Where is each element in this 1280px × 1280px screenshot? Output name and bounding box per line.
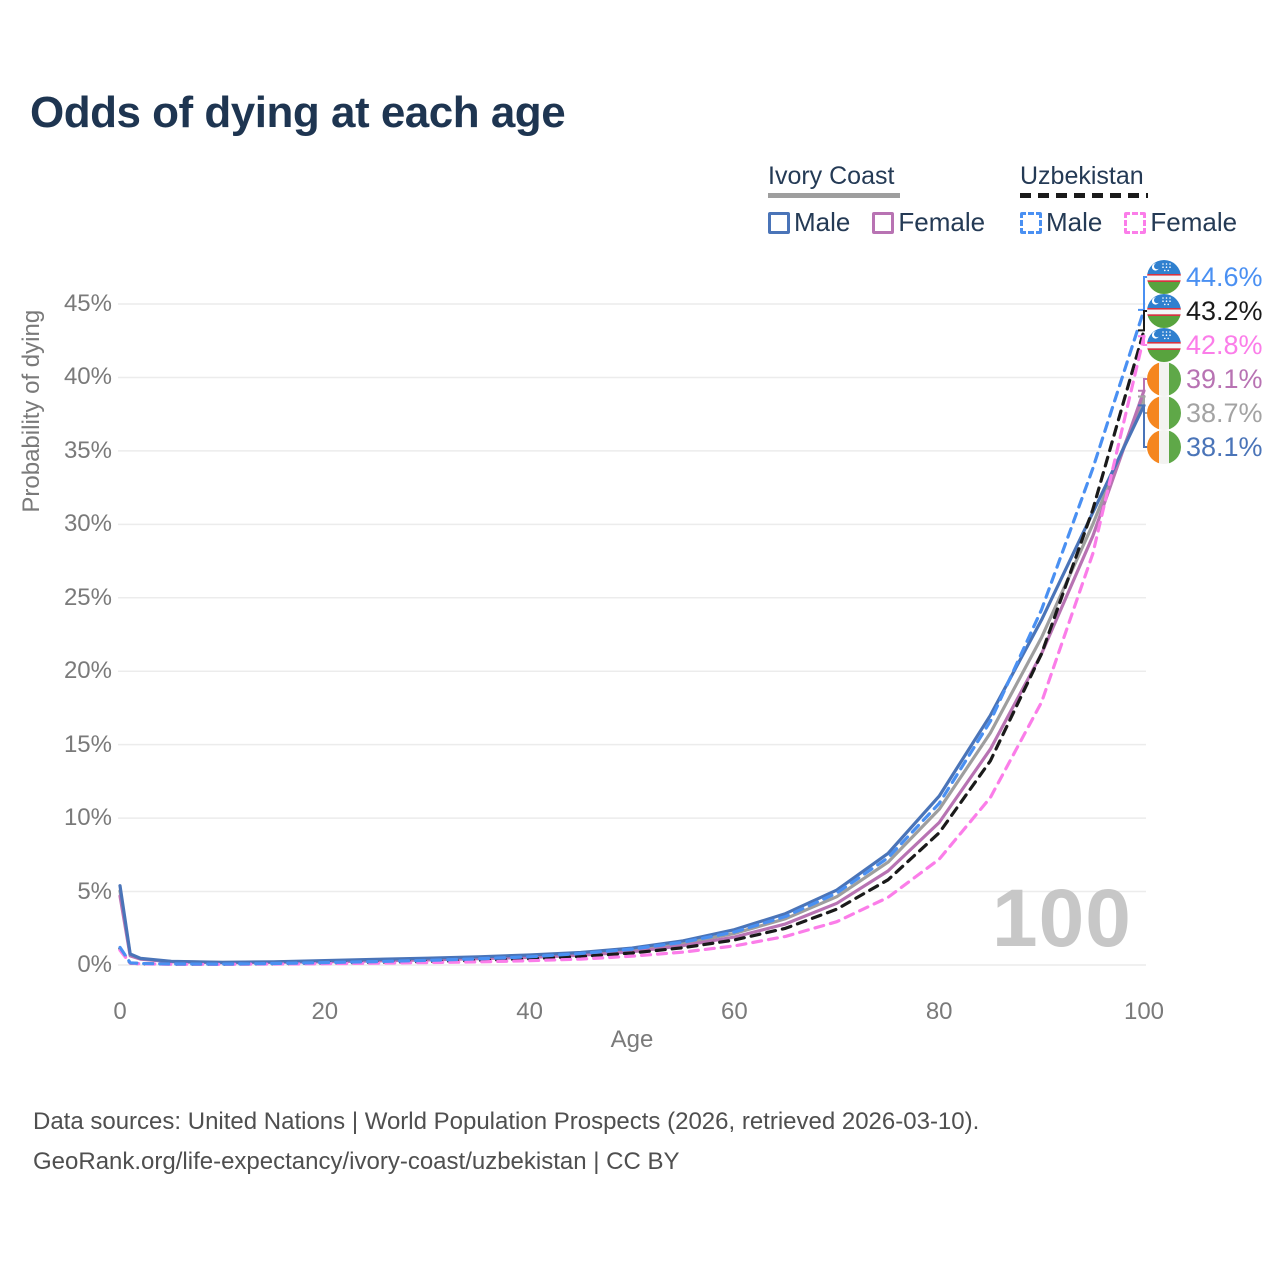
end-label-value: 38.1% xyxy=(1186,431,1263,462)
end-label-value: 42.8% xyxy=(1186,329,1263,360)
page-title: Odds of dying at each age xyxy=(30,88,566,137)
data-sources-text: Data sources: United Nations | World Pop… xyxy=(33,1108,980,1135)
y-tick-label: 15% xyxy=(63,730,112,758)
x-tick-label: 0 xyxy=(113,998,127,1025)
end-label-connector xyxy=(1138,276,1148,311)
y-axis-title: Probability of dying xyxy=(18,309,45,513)
series-line-ivory-coast-male xyxy=(118,403,1146,964)
legend-header-ivory-coast[interactable]: Ivory Coast xyxy=(768,162,895,190)
end-label-ivory-coast-male: 38.1% xyxy=(1147,430,1263,464)
legend-label-uzbekistan-male[interactable]: Male xyxy=(1046,207,1103,237)
x-tick-label: 40 xyxy=(516,998,543,1025)
legend-group-uzbekistan: Uzbekistan Male Female xyxy=(1020,162,1237,238)
y-tick-label: 20% xyxy=(63,657,112,685)
y-tick-label: 40% xyxy=(63,363,112,391)
y-tick-label: 5% xyxy=(77,877,112,905)
legend-swatch-ivory-coast-female[interactable] xyxy=(872,211,895,234)
series-line-uzbekistan-male xyxy=(118,308,1146,966)
legend-underline-solid xyxy=(768,193,900,198)
end-label-connector xyxy=(1138,378,1148,392)
end-label-uzbekistan-both-sexes: 43.2% xyxy=(1147,294,1263,328)
uzbekistan-flag-icon xyxy=(1147,260,1181,294)
legend-label-ivory-coast-female[interactable]: Female xyxy=(898,207,986,237)
legend-label-uzbekistan-female[interactable]: Female xyxy=(1150,207,1238,237)
end-label-value: 44.6% xyxy=(1186,261,1263,292)
y-tick-label: 45% xyxy=(63,290,112,317)
end-label-ivory-coast-female: 39.1% xyxy=(1147,362,1263,396)
end-label-connector xyxy=(1138,404,1148,448)
y-tick-label: 10% xyxy=(63,804,112,832)
x-tick-label: 80 xyxy=(925,998,953,1025)
end-label-connector xyxy=(1138,310,1148,332)
series-line-uzbekistan-female xyxy=(118,334,1146,966)
series-line-ivory-coast-both xyxy=(118,394,1146,965)
legend-header-uzbekistan[interactable]: Uzbekistan xyxy=(1020,162,1144,190)
ivory-coast-flag-icon xyxy=(1147,362,1181,396)
x-tick-label: 100 xyxy=(1123,998,1165,1025)
y-tick-label: 0% xyxy=(77,951,112,978)
uzbekistan-flag-icon xyxy=(1147,294,1181,328)
attribution-link-text: GeoRank.org/life-expectancy/ivory-coast/… xyxy=(33,1148,680,1175)
end-label-value: 43.2% xyxy=(1186,295,1263,326)
end-label-value: 38.7% xyxy=(1186,397,1263,428)
y-tick-label: 25% xyxy=(63,583,112,611)
series-line-uzbekistan-both xyxy=(118,328,1146,966)
end-label-connector xyxy=(1138,335,1148,346)
series-line-ivory-coast-female xyxy=(118,389,1146,965)
x-tick-label: 60 xyxy=(721,998,748,1025)
legend-swatch-ivory-coast-male[interactable] xyxy=(768,211,790,234)
legend-label-ivory-coast-male[interactable]: Male xyxy=(794,207,851,237)
end-label-value: 39.1% xyxy=(1186,363,1263,394)
age-counter-watermark: 100 xyxy=(992,873,1132,964)
ivory-coast-flag-icon xyxy=(1147,396,1181,430)
end-label-uzbekistan-female: 42.8% xyxy=(1147,328,1263,362)
uzbekistan-flag-icon xyxy=(1147,328,1181,362)
legend-group-ivory-coast: Ivory Coast Male Female xyxy=(768,162,985,238)
ivory-coast-flag-icon xyxy=(1147,430,1181,464)
y-tick-label: 35% xyxy=(63,436,112,464)
end-label-ivory-coast-both-sexes: 38.7% xyxy=(1147,396,1263,430)
x-axis-title: Age xyxy=(610,1026,654,1053)
legend-swatch-uzbekistan-female[interactable] xyxy=(1124,211,1147,234)
end-label-uzbekistan-male: 44.6% xyxy=(1147,260,1263,294)
legend-underline-dashed xyxy=(1020,193,1148,198)
y-tick-label: 30% xyxy=(63,510,112,538)
legend-swatch-uzbekistan-male[interactable] xyxy=(1020,211,1042,234)
x-tick-label: 20 xyxy=(311,998,339,1025)
